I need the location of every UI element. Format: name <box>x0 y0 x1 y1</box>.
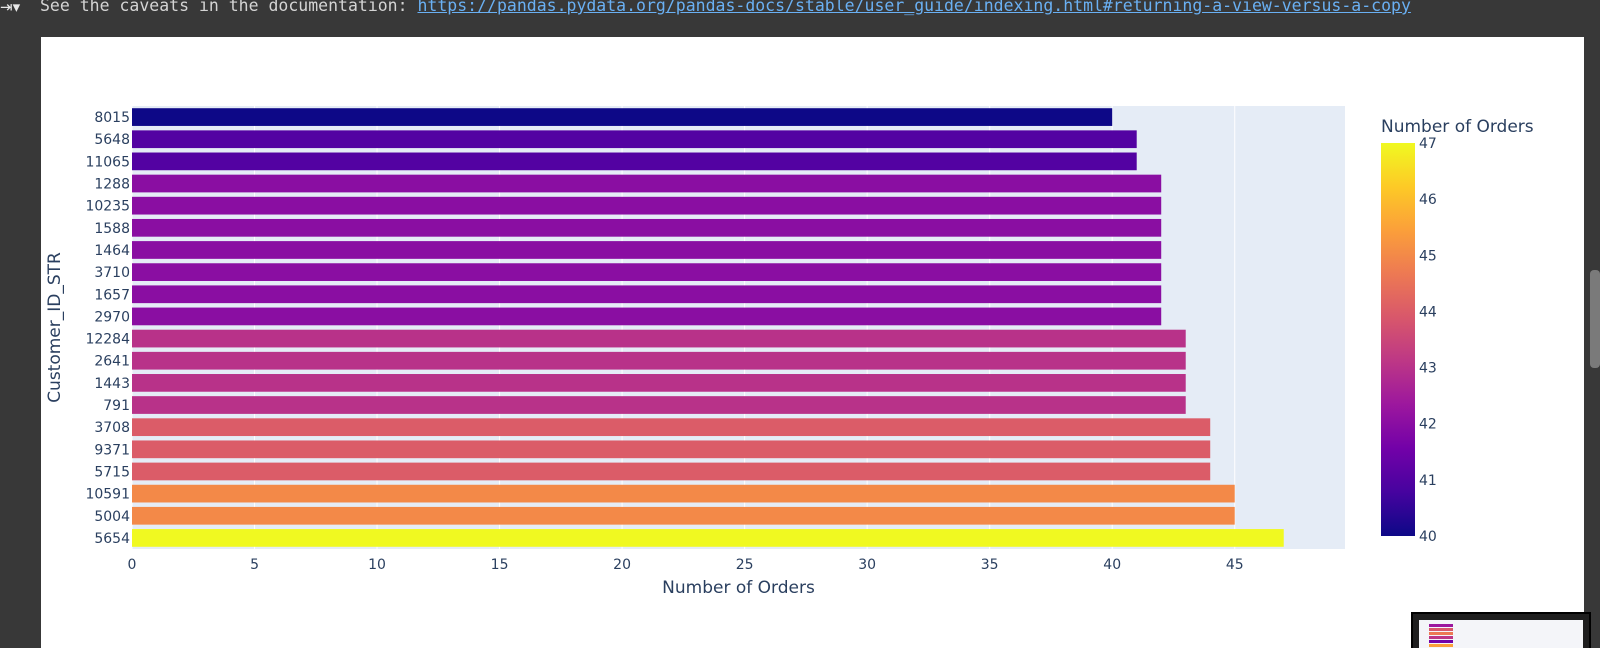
y-tick-label: 10235 <box>85 199 130 215</box>
bar-791[interactable] <box>132 396 1186 414</box>
bar-1464[interactable] <box>132 241 1162 259</box>
y-tick-label: 9371 <box>94 442 130 458</box>
bar-1443[interactable] <box>132 374 1186 392</box>
minimap-stripe <box>1429 624 1453 627</box>
y-tick-label: 2641 <box>94 354 130 370</box>
colorbar-title: Number of Orders <box>1381 117 1534 137</box>
y-tick-label: 791 <box>103 398 130 414</box>
colorbar-tick-label: 45 <box>1419 248 1437 264</box>
colorbar-tick-labels: 40 41 42 43 44 45 46 47 <box>1419 136 1437 545</box>
y-tick-label: 3710 <box>94 265 130 281</box>
colorbar <box>1381 143 1415 536</box>
bar-5004[interactable] <box>132 506 1235 525</box>
bar-11065[interactable] <box>132 152 1137 171</box>
bar-1588[interactable] <box>132 218 1162 237</box>
bar-2970[interactable] <box>132 307 1162 326</box>
colorbar-tick-label: 43 <box>1419 361 1437 377</box>
x-tick-label: 40 <box>1103 557 1121 573</box>
y-tick-label: 12284 <box>85 332 130 348</box>
colorbar-tick-label: 46 <box>1419 192 1437 208</box>
scrollbar-thumb[interactable] <box>1590 270 1600 368</box>
bar-10235[interactable] <box>132 196 1162 215</box>
y-tick-label: 2970 <box>94 309 130 325</box>
bar-1288[interactable] <box>132 174 1162 193</box>
bar-2641[interactable] <box>132 351 1186 370</box>
bar-9371[interactable] <box>132 440 1211 459</box>
plot-area <box>132 106 1345 549</box>
y-axis-title: Customer_ID_STR <box>45 252 65 403</box>
bar-12284[interactable] <box>132 329 1186 348</box>
x-tick-label: 25 <box>736 557 754 573</box>
minimap-stripe <box>1429 644 1453 647</box>
bar-3710[interactable] <box>132 263 1162 281</box>
minimap-stripe <box>1429 628 1453 631</box>
x-tick-label: 10 <box>368 557 386 573</box>
x-tick-label: 5 <box>250 557 259 573</box>
plotly-chart-container[interactable]: 8015 5648 11065 1288 10235 1588 1464 3710 1657 29… <box>41 37 1584 648</box>
bar-chart: 8015 5648 11065 1288 10235 1588 1464 3710 1657 29… <box>45 106 1534 598</box>
colorbar-tick-label: 42 <box>1419 417 1437 433</box>
bar-1657[interactable] <box>132 285 1162 304</box>
y-tick-label: 5715 <box>94 464 130 480</box>
y-tick-label: 1588 <box>94 221 130 237</box>
x-tick-label: 45 <box>1226 557 1244 573</box>
y-tick-label: 5648 <box>94 132 130 148</box>
bar-3708[interactable] <box>132 418 1211 437</box>
bar-8015[interactable] <box>132 108 1113 126</box>
minimap-stripe <box>1429 636 1453 639</box>
x-tick-label: 15 <box>491 557 509 573</box>
colorbar-tick-label: 40 <box>1419 529 1437 545</box>
documentation-link[interactable]: https://pandas.pydata.org/pandas-docs/st… <box>417 0 1411 15</box>
minimap-preview[interactable] <box>1411 612 1591 648</box>
x-tick-label: 0 <box>128 557 137 573</box>
bar-5648[interactable] <box>132 130 1137 149</box>
y-tick-label: 1657 <box>94 287 130 303</box>
minimap-thumbnail <box>1419 620 1583 648</box>
minimap-stripe <box>1429 632 1453 635</box>
y-tick-label: 8015 <box>94 110 130 126</box>
y-tick-label: 10591 <box>85 487 130 503</box>
colorbar-tick-label: 41 <box>1419 473 1437 489</box>
bar-5715[interactable] <box>132 462 1211 481</box>
x-tick-labels: 0 5 10 15 20 25 30 35 40 45 <box>128 557 1244 573</box>
y-tick-label: 1288 <box>94 177 130 193</box>
y-tick-label: 11065 <box>85 154 130 170</box>
x-tick-label: 35 <box>981 557 999 573</box>
bars <box>132 108 1284 547</box>
y-tick-label: 3708 <box>94 420 130 436</box>
colorbar-tick-label: 47 <box>1419 136 1437 152</box>
y-tick-label: 1464 <box>94 243 130 259</box>
bar-10591[interactable] <box>132 484 1235 503</box>
minimap-stripe <box>1429 640 1453 643</box>
output-toggle-icon[interactable]: ⇥▾ <box>0 0 21 16</box>
colorbar-tick-label: 44 <box>1419 304 1437 320</box>
pandas-warning-text: See the caveats in the documentation: ht… <box>40 0 1411 16</box>
warning-prefix: See the caveats in the documentation: <box>40 0 418 15</box>
x-tick-label: 20 <box>613 557 631 573</box>
bar-5654[interactable] <box>132 529 1284 547</box>
y-tick-label: 5654 <box>94 531 130 547</box>
x-axis-title: Number of Orders <box>662 578 815 598</box>
y-tick-labels: 8015 5648 11065 1288 10235 1588 1464 3710 1657 29… <box>85 110 130 547</box>
y-tick-label: 1443 <box>94 376 130 392</box>
y-tick-label: 5004 <box>94 509 130 525</box>
x-tick-label: 30 <box>858 557 876 573</box>
